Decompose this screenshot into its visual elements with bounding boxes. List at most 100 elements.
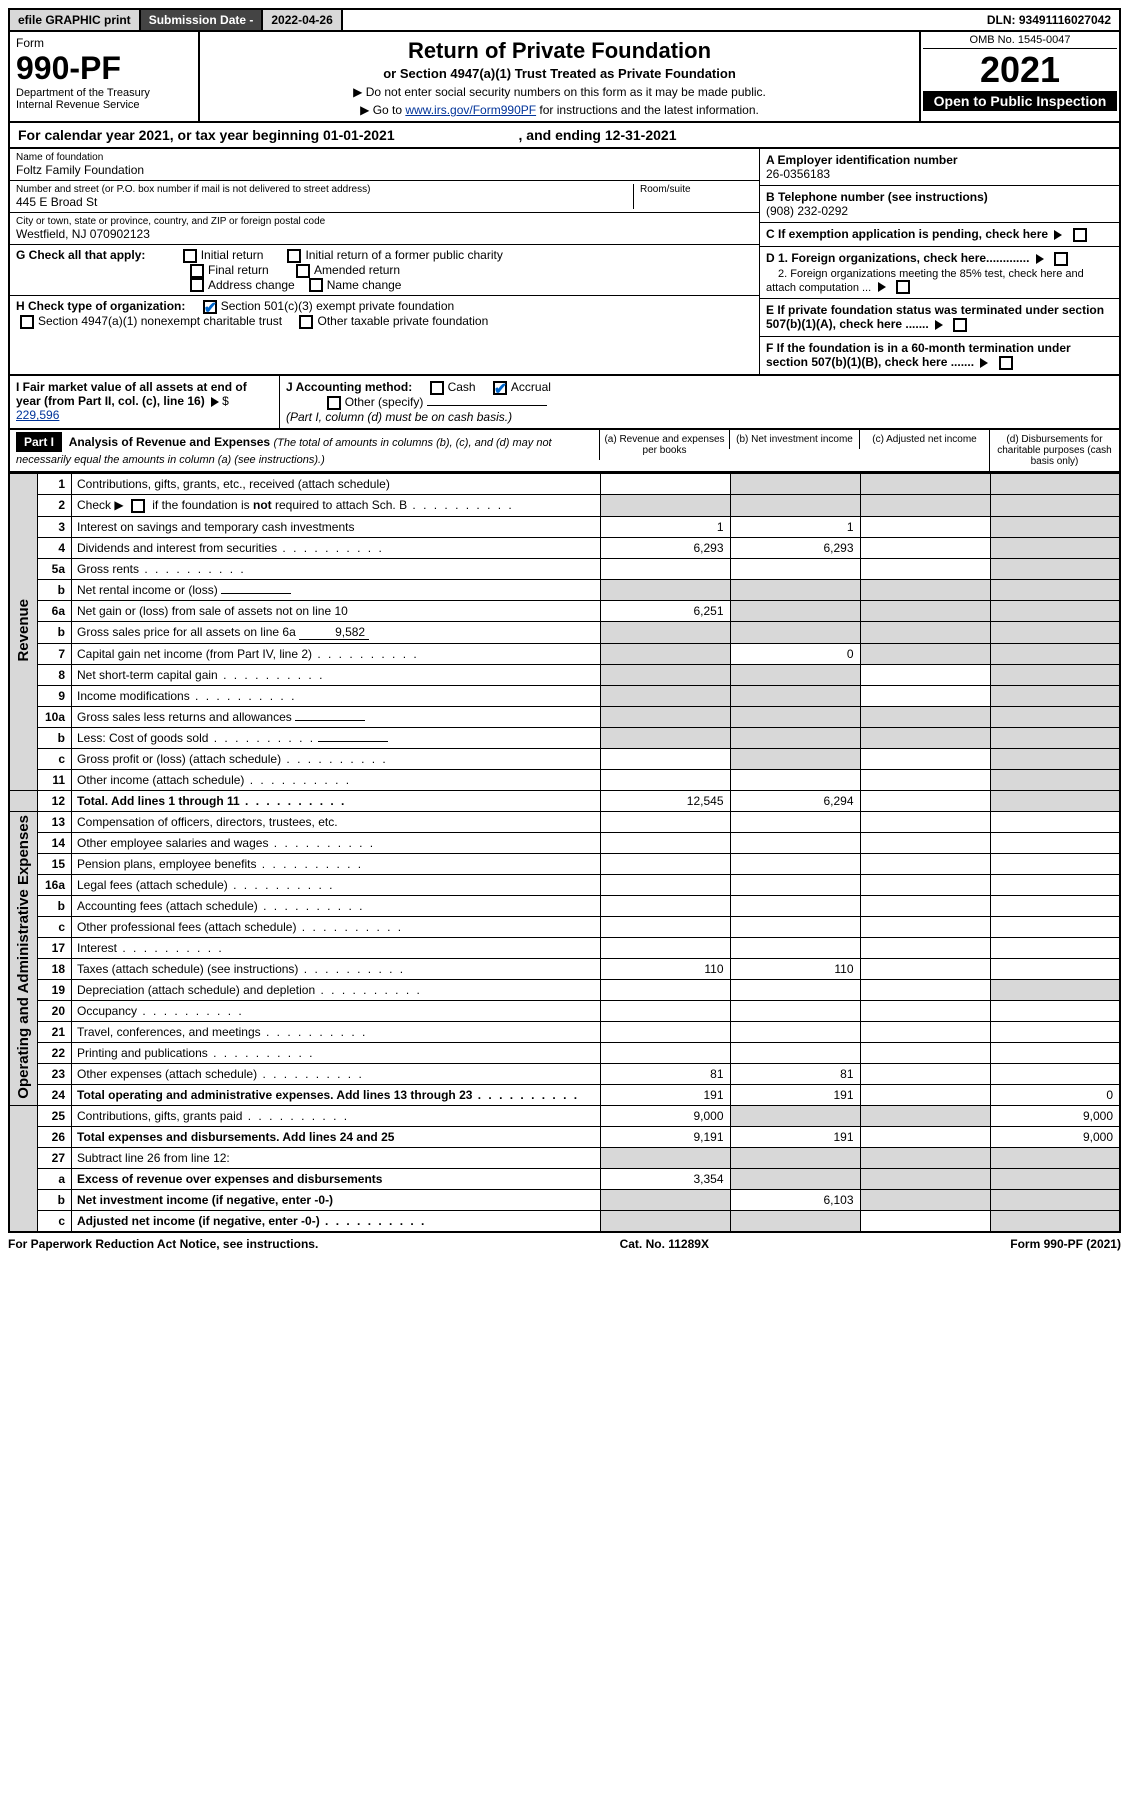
row-num: 20: [38, 1000, 72, 1021]
row-desc: Travel, conferences, and meetings: [77, 1025, 261, 1039]
row-num: 12: [38, 790, 72, 811]
cell-a: 9,191: [600, 1126, 730, 1147]
arrow-icon: [878, 282, 886, 292]
opt-final-return: Final return: [208, 263, 269, 277]
instruction-2-pre: ▶ Go to: [360, 103, 405, 117]
foundation-name: Foltz Family Foundation: [16, 163, 753, 177]
opt-initial-return: Initial return: [201, 248, 264, 262]
arrow-icon: [935, 320, 943, 330]
part1-title: Analysis of Revenue and Expenses: [69, 435, 270, 449]
chk-initial-former[interactable]: [287, 249, 301, 263]
row-num: 10a: [38, 706, 72, 727]
row-num: 23: [38, 1063, 72, 1084]
cell-a: 6,251: [600, 600, 730, 621]
cell-a: 110: [600, 958, 730, 979]
opt-address-change: Address change: [208, 278, 295, 292]
calendar-year-row: For calendar year 2021, or tax year begi…: [8, 123, 1121, 149]
row-num: c: [38, 748, 72, 769]
cell-a: 3,354: [600, 1168, 730, 1189]
row-num: c: [38, 1210, 72, 1232]
cell-d: 9,000: [990, 1126, 1120, 1147]
chk-cash[interactable]: [430, 381, 444, 395]
cell-b: 6,103: [730, 1189, 860, 1210]
row-desc: Total expenses and disbursements. Add li…: [72, 1126, 601, 1147]
submission-date-value: 2022-04-26: [261, 10, 342, 30]
chk-f[interactable]: [999, 356, 1013, 370]
chk-4947[interactable]: [20, 315, 34, 329]
form-number: 990-PF: [16, 50, 192, 87]
irs-link[interactable]: www.irs.gov/Form990PF: [405, 103, 536, 117]
row-desc: Interest on savings and temporary cash i…: [72, 516, 601, 537]
instruction-1: ▶ Do not enter social security numbers o…: [210, 85, 909, 99]
opt-amended-return: Amended return: [314, 263, 400, 277]
page-footer: For Paperwork Reduction Act Notice, see …: [8, 1233, 1121, 1255]
chk-address-change[interactable]: [190, 278, 204, 292]
city-label: City or town, state or province, country…: [16, 216, 753, 227]
calyear-end: 12-31-2021: [605, 127, 677, 143]
efile-print-button[interactable]: efile GRAPHIC print: [10, 10, 141, 30]
cell-b: 6,293: [730, 537, 860, 558]
chk-initial-return[interactable]: [183, 249, 197, 263]
addr-label: Number and street (or P.O. box number if…: [16, 184, 633, 195]
phone-label: B Telephone number (see instructions): [766, 190, 988, 204]
fmv-value[interactable]: 229,596: [16, 408, 59, 422]
chk-final-return[interactable]: [190, 264, 204, 278]
footer-left: For Paperwork Reduction Act Notice, see …: [8, 1237, 318, 1251]
opt-other-taxable: Other taxable private foundation: [317, 314, 488, 328]
chk-501c3[interactable]: [203, 300, 217, 314]
chk-c[interactable]: [1073, 228, 1087, 242]
form-header: Form 990-PF Department of the Treasury I…: [8, 32, 1121, 123]
row-desc: Other expenses (attach schedule): [77, 1067, 257, 1081]
col-b-header: (b) Net investment income: [729, 430, 859, 449]
row-desc: Pension plans, employee benefits: [77, 857, 256, 871]
row-desc: Net rental income or (loss): [77, 583, 218, 597]
chk-d1[interactable]: [1054, 252, 1068, 266]
row-num: 2: [38, 494, 72, 516]
row-num: 21: [38, 1021, 72, 1042]
cell-a: 12,545: [600, 790, 730, 811]
chk-accrual[interactable]: [493, 381, 507, 395]
entity-info-block: Name of foundation Foltz Family Foundati…: [8, 149, 1121, 376]
chk-name-change[interactable]: [309, 278, 323, 292]
footer-right: Form 990-PF (2021): [1010, 1237, 1121, 1251]
row-desc: Check ▶ if the foundation is not require…: [77, 498, 407, 512]
row-num: 1: [38, 473, 72, 494]
row-desc: Occupancy: [77, 1004, 137, 1018]
opt-501c3: Section 501(c)(3) exempt private foundat…: [221, 299, 454, 313]
i-j-section: I Fair market value of all assets at end…: [8, 376, 1121, 429]
row-desc: Excess of revenue over expenses and disb…: [72, 1168, 601, 1189]
open-public-badge: Open to Public Inspection: [923, 91, 1117, 111]
row-num: b: [38, 621, 72, 643]
cell-b: 191: [730, 1084, 860, 1105]
dept-treasury: Department of the Treasury: [16, 87, 192, 99]
part1-badge: Part I: [16, 432, 62, 452]
ein-label: A Employer identification number: [766, 153, 958, 167]
instruction-2-post: for instructions and the latest informat…: [539, 103, 758, 117]
row-num: 24: [38, 1084, 72, 1105]
opt-other-method: Other (specify): [345, 395, 424, 409]
row-desc: Other professional fees (attach schedule…: [77, 920, 296, 934]
dln-value: DLN: 93491116027042: [979, 10, 1119, 30]
row-num: 25: [38, 1105, 72, 1126]
col-a-header: (a) Revenue and expenses per books: [599, 430, 729, 460]
row-desc: Net investment income (if negative, ente…: [72, 1189, 601, 1210]
chk-other-method[interactable]: [327, 396, 341, 410]
chk-d2[interactable]: [896, 280, 910, 294]
row-desc: Other employee salaries and wages: [77, 836, 268, 850]
row-desc: Taxes (attach schedule) (see instruction…: [77, 962, 298, 976]
row-desc: Total. Add lines 1 through 11: [77, 794, 240, 808]
cell-a: 191: [600, 1084, 730, 1105]
chk-schb[interactable]: [131, 499, 145, 513]
chk-other-taxable[interactable]: [299, 315, 313, 329]
row-num: 14: [38, 832, 72, 853]
row-desc: Gross profit or (loss) (attach schedule): [77, 752, 281, 766]
row-desc: Total operating and administrative expen…: [77, 1088, 472, 1102]
chk-amended-return[interactable]: [296, 264, 310, 278]
row-desc: Legal fees (attach schedule): [77, 878, 228, 892]
opt-cash: Cash: [448, 380, 476, 394]
chk-e[interactable]: [953, 318, 967, 332]
row-num: 26: [38, 1126, 72, 1147]
j-label: J Accounting method:: [286, 380, 412, 394]
tax-year: 2021: [923, 49, 1117, 91]
row-desc: Contributions, gifts, grants paid: [77, 1109, 242, 1123]
